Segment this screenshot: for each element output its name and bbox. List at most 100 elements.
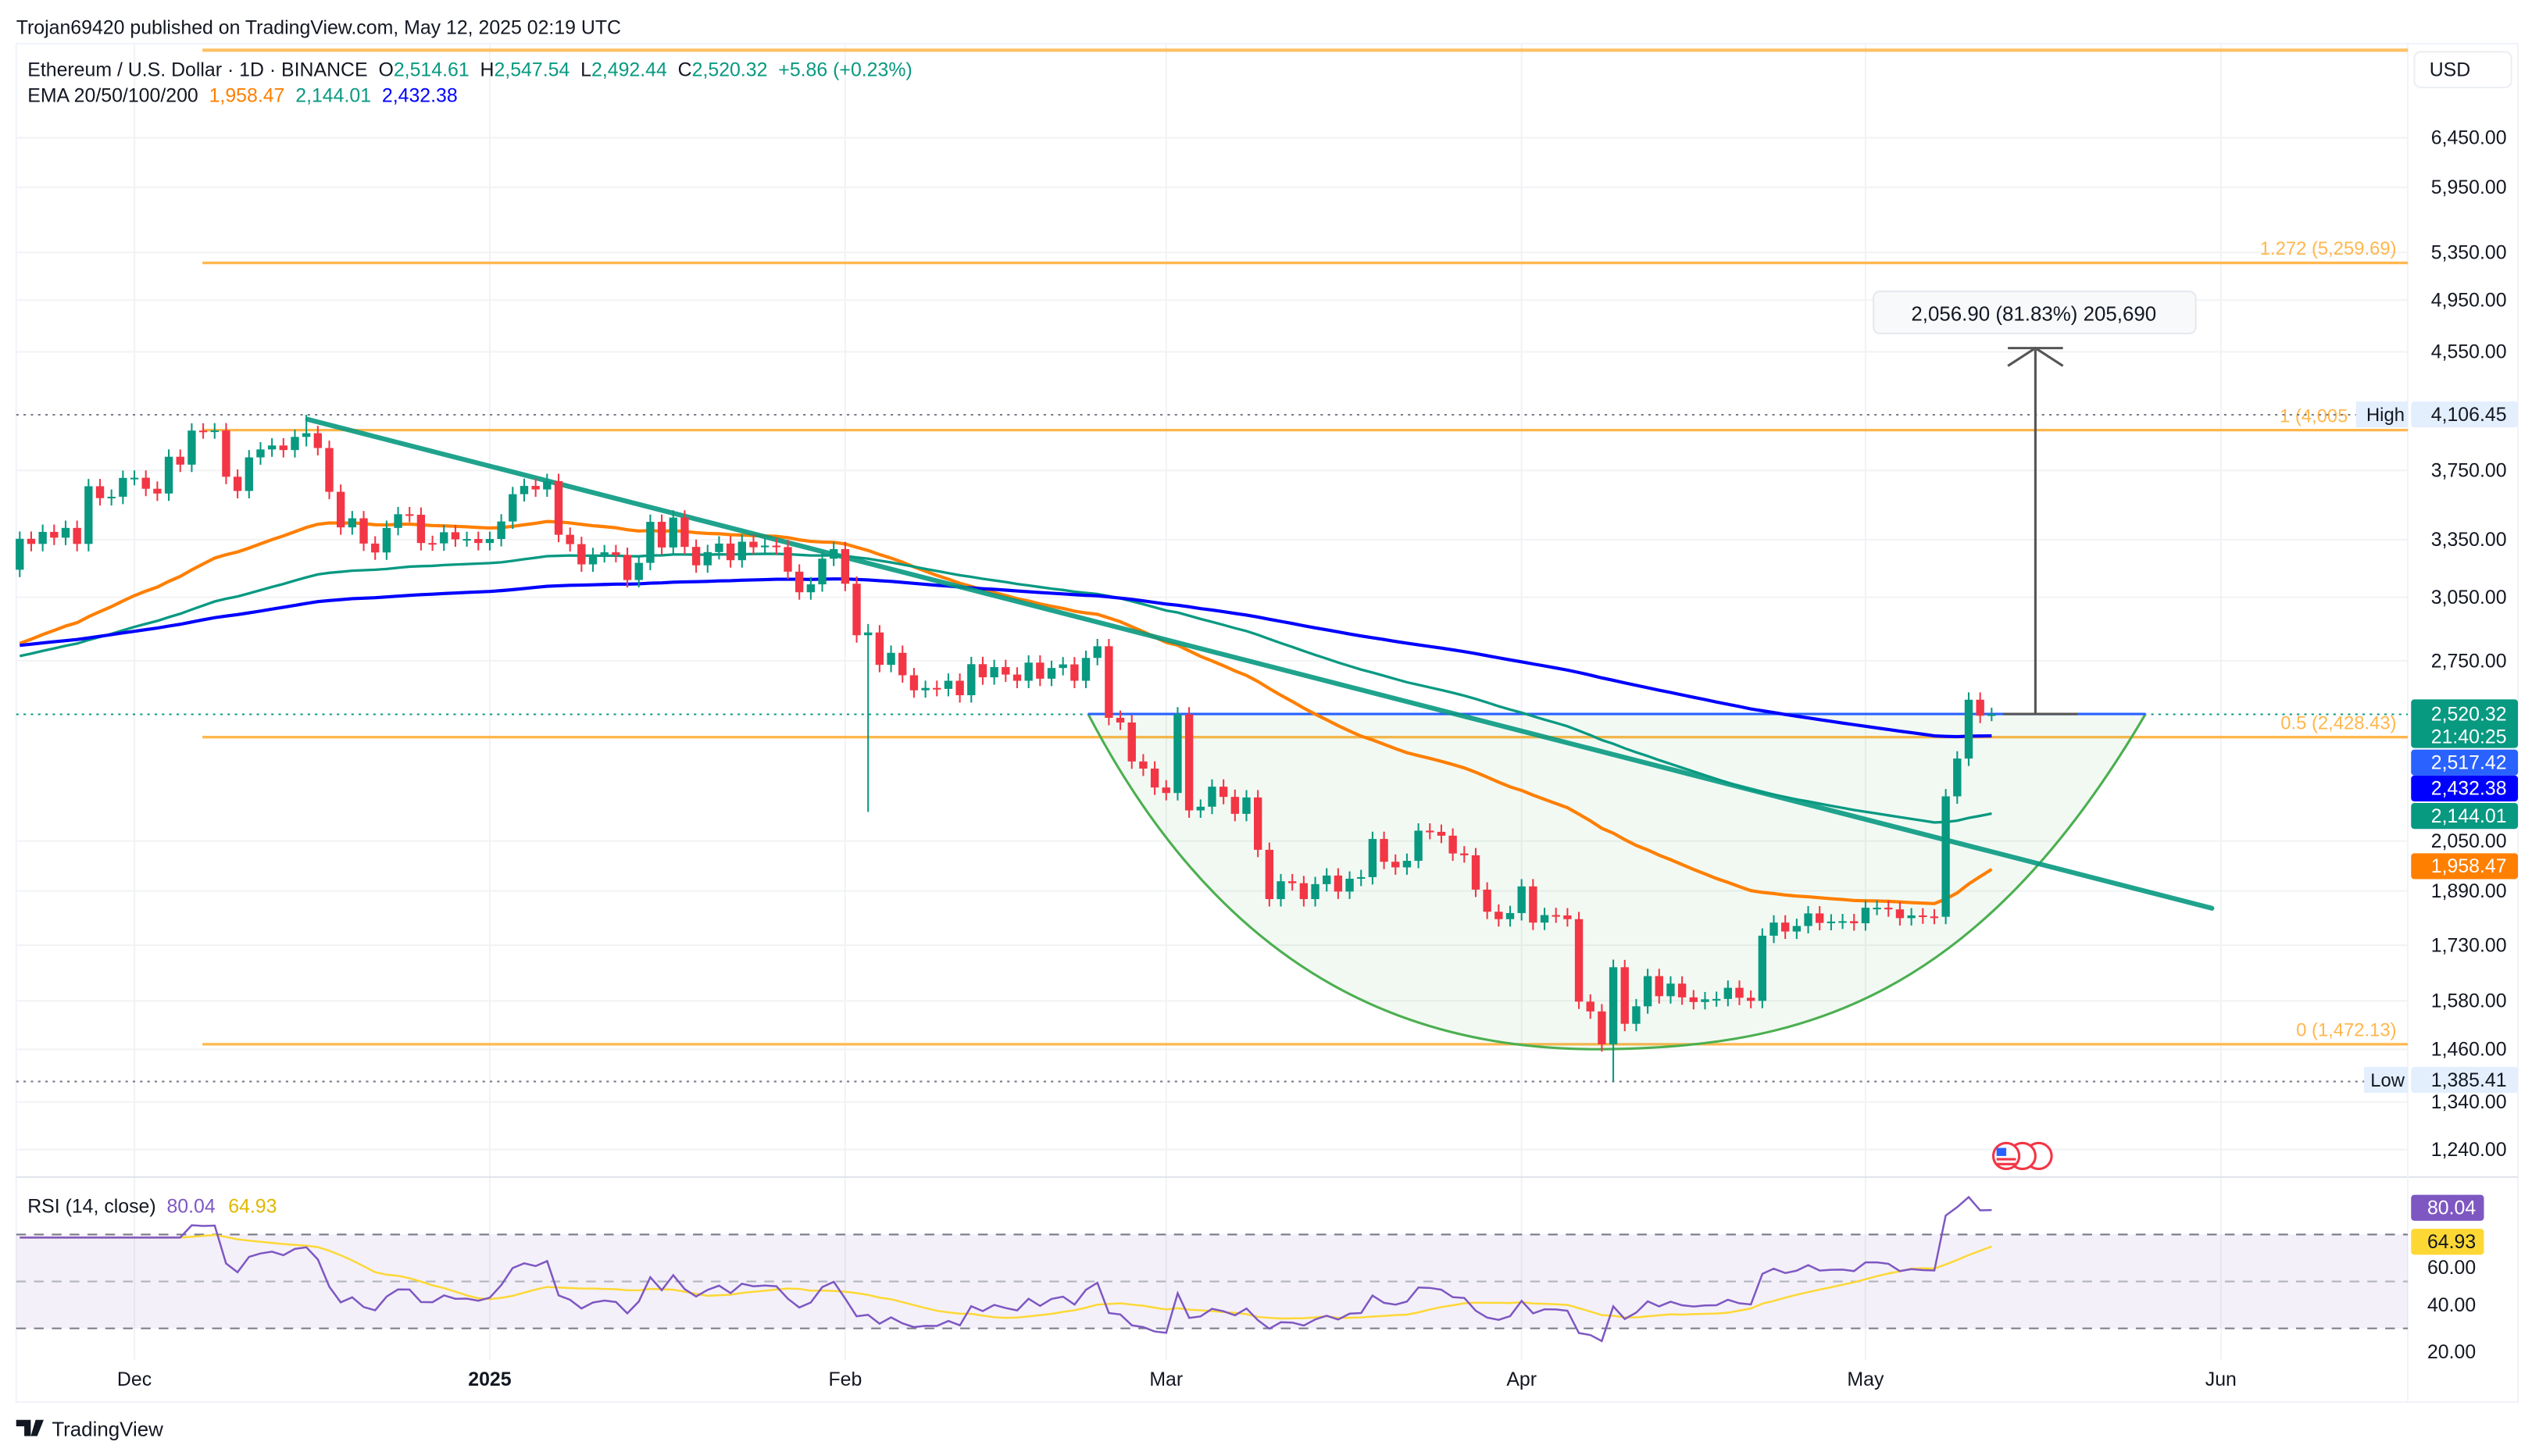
candle[interactable] [371,536,380,560]
candle[interactable] [726,536,735,568]
candle[interactable] [176,449,184,473]
candle[interactable] [1930,908,1939,925]
candle[interactable] [164,449,173,501]
candle[interactable] [1426,823,1434,840]
candle[interactable] [1483,882,1491,919]
candle[interactable] [198,423,208,439]
time-axis[interactable]: Dec 2025 Feb Mar Apr May Jun [117,1369,2237,1390]
candle[interactable] [1907,908,1916,926]
tradingview-logo[interactable]: TradingView [16,1419,163,1440]
candle[interactable] [1540,908,1549,930]
us-flag-events[interactable] [1991,1141,2053,1171]
rsi-axis[interactable]: 60.00 40.00 20.00 [2427,1257,2476,1363]
candle[interactable] [1357,869,1366,887]
candle[interactable] [291,429,299,458]
candle[interactable] [1792,919,1802,940]
candle[interactable] [107,489,116,506]
candle[interactable] [1689,990,1698,1010]
candle[interactable] [1380,831,1388,869]
candle[interactable] [1598,1004,1606,1052]
candle[interactable] [1517,879,1526,921]
candle[interactable] [1219,779,1228,805]
candle[interactable] [520,478,529,502]
candle[interactable] [1230,789,1239,822]
candle[interactable] [1620,959,1629,1032]
candle[interactable] [1953,751,1962,804]
candle[interactable] [1677,976,1687,1005]
candle[interactable] [256,441,265,466]
candle[interactable] [1323,868,1331,892]
candle[interactable] [1196,799,1205,818]
candle[interactable] [267,437,277,457]
candle[interactable] [1448,828,1457,862]
candle[interactable] [245,450,253,499]
candle[interactable] [1781,915,1790,940]
candle[interactable] [1368,831,1377,885]
candle[interactable] [1574,912,1584,1009]
candle[interactable] [1838,913,1847,930]
candle[interactable] [978,656,987,685]
candle[interactable] [1666,976,1675,1004]
candle[interactable] [451,525,460,547]
candle[interactable] [909,668,919,698]
candle[interactable] [1827,914,1836,931]
candle[interactable] [646,514,655,571]
candle[interactable] [623,548,632,588]
candle[interactable] [1701,991,1709,1010]
candle[interactable] [1494,904,1503,927]
candle[interactable] [944,673,953,697]
candle[interactable] [1093,638,1102,666]
candle[interactable] [119,470,127,505]
candle[interactable] [1563,908,1572,927]
candle[interactable] [657,514,666,555]
candle[interactable] [875,625,884,673]
candle[interactable] [1162,780,1170,801]
candle[interactable] [864,623,873,812]
candle[interactable] [1850,913,1859,931]
candle[interactable] [634,555,643,588]
candle[interactable] [669,510,677,555]
candle[interactable] [485,531,495,551]
candle[interactable] [554,473,563,543]
candle[interactable] [1723,980,1733,1007]
candle[interactable] [588,548,598,573]
candle[interactable] [772,538,780,555]
candle[interactable] [1081,650,1091,689]
candle[interactable] [955,673,964,703]
candle[interactable] [1976,692,1984,723]
candle[interactable] [130,470,139,486]
candle[interactable] [1184,707,1194,818]
candle[interactable] [784,540,792,580]
candle[interactable] [1242,790,1251,822]
candle[interactable] [50,524,59,545]
candle[interactable] [1941,789,1950,925]
candle[interactable] [898,645,907,683]
candle[interactable] [141,470,150,497]
candle[interactable] [1299,876,1309,907]
candle[interactable] [1655,969,1663,1004]
candle[interactable] [887,645,895,673]
candle[interactable] [210,423,219,439]
candle[interactable] [1861,900,1870,931]
candle[interactable] [474,531,483,551]
candle[interactable] [543,473,552,498]
candle[interactable] [1139,754,1148,776]
candle[interactable] [933,680,941,697]
candle[interactable] [153,481,162,501]
candle[interactable] [760,538,770,555]
candle[interactable] [38,524,47,551]
candle[interactable] [1208,779,1216,815]
candle[interactable] [1712,991,1721,1007]
candle[interactable] [1036,655,1045,687]
candle[interactable] [531,478,540,498]
candle[interactable] [1012,667,1022,689]
candle[interactable] [852,576,861,643]
candle[interactable] [737,534,746,568]
candle[interactable] [691,539,701,573]
candle[interactable] [1586,994,1594,1019]
candle[interactable] [1287,873,1297,891]
candle[interactable] [715,536,723,560]
candle[interactable] [1253,790,1262,858]
candle[interactable] [600,544,609,563]
